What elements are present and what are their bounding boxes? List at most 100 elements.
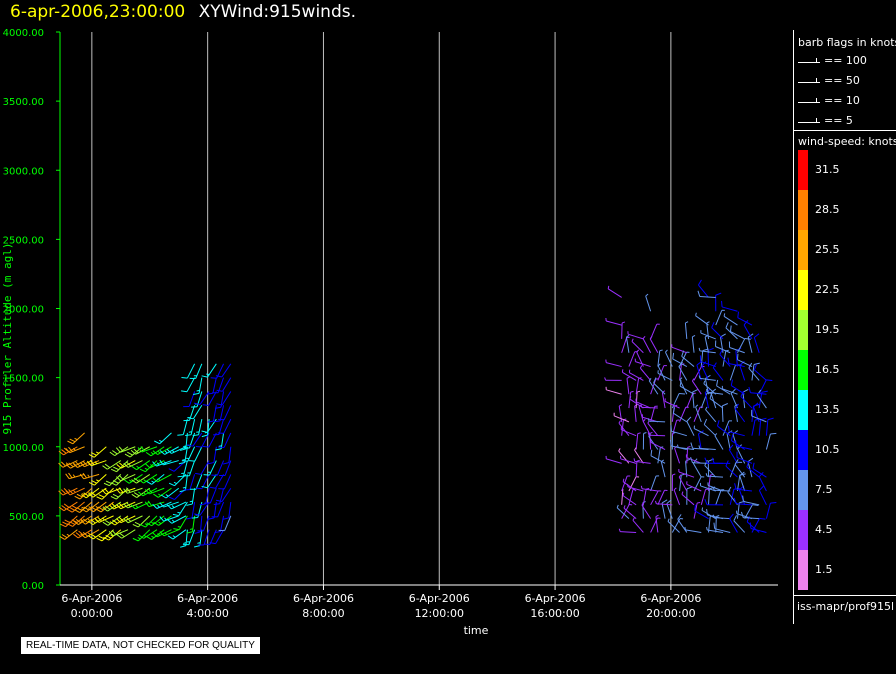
wind-barb <box>621 475 631 492</box>
wind-barb <box>698 279 709 298</box>
wind-barb <box>642 418 652 436</box>
wind-barb <box>222 501 232 520</box>
wind-barb <box>725 322 738 340</box>
wind-barb <box>678 474 688 492</box>
wind-barb <box>65 472 85 480</box>
wind-barb <box>74 501 93 513</box>
x-tick-time: 16:00:00 <box>530 607 579 620</box>
wind-barb <box>194 501 210 516</box>
wind-barb <box>626 376 630 395</box>
wind-barb <box>684 321 689 339</box>
wind-barb <box>110 487 129 500</box>
wind-barb <box>88 529 107 540</box>
wind-barb <box>625 335 630 353</box>
wind-barb <box>723 313 738 326</box>
wind-barb <box>152 446 172 455</box>
wind-barb <box>733 497 752 506</box>
wind-barb <box>181 377 196 393</box>
wind-barb <box>123 487 143 494</box>
wind-barb <box>621 488 624 505</box>
wind-barb <box>712 487 731 492</box>
flag-sample-shaft <box>798 102 820 103</box>
legend-border <box>793 30 794 624</box>
color-swatch <box>798 190 808 230</box>
y-tick-label: 2500.00 <box>3 235 44 246</box>
wind-barb <box>102 460 122 470</box>
wind-barb <box>709 392 724 409</box>
wind-barb <box>691 378 702 395</box>
wind-barb <box>733 515 746 533</box>
wind-barb <box>144 487 165 495</box>
wind-barb <box>183 391 196 408</box>
wind-barb <box>627 331 644 340</box>
wind-barb <box>628 369 644 381</box>
wind-barb <box>667 518 680 533</box>
wind-barb <box>159 446 179 455</box>
wind-barb <box>197 515 210 532</box>
wind-barb <box>145 460 165 469</box>
wind-barb <box>203 529 217 545</box>
legend-divider-bottom <box>793 595 896 596</box>
wind-barb <box>648 378 659 395</box>
wind-barb <box>109 515 129 526</box>
wind-barb <box>115 446 136 453</box>
wind-barb <box>193 377 203 395</box>
wind-barb <box>671 419 680 436</box>
wind-barb <box>725 460 738 478</box>
wind-barb <box>181 363 196 379</box>
wind-barb <box>722 420 732 436</box>
wind-barb <box>679 380 695 395</box>
wind-barb <box>635 390 641 409</box>
wind-barb <box>632 517 644 533</box>
wind-barb <box>699 482 716 492</box>
flag-sample-tick <box>816 98 817 103</box>
wind-barb <box>729 364 742 381</box>
speed-label: 4.5 <box>815 523 833 536</box>
wind-barb <box>765 432 777 450</box>
wind-barb <box>694 504 709 520</box>
wind-barb <box>657 370 673 381</box>
wind-barb <box>159 459 179 466</box>
wind-barb <box>198 529 210 546</box>
wind-barb <box>674 445 681 464</box>
color-swatch <box>798 230 808 270</box>
speed-label: 19.5 <box>815 323 840 336</box>
wind-barb <box>188 446 203 462</box>
wind-barb <box>671 473 676 491</box>
wind-barb <box>734 483 753 492</box>
wind-barb <box>712 514 731 520</box>
wind-barb <box>728 341 745 354</box>
wind-barb <box>650 475 660 492</box>
wind-barb <box>183 474 196 491</box>
flag-label: == 100 <box>824 54 867 67</box>
wind-barb <box>661 499 668 519</box>
wind-barb <box>700 330 716 340</box>
wind-barb <box>621 321 626 339</box>
wind-barb <box>87 487 107 498</box>
wind-barb <box>650 405 658 422</box>
wind-barb <box>94 515 114 523</box>
wind-barb <box>721 300 738 312</box>
wind-barb <box>123 501 143 509</box>
wind-barb <box>218 474 232 490</box>
wind-barb <box>699 355 716 368</box>
wind-barb <box>181 446 196 462</box>
wind-barb <box>218 405 232 421</box>
wind-barb <box>765 417 774 436</box>
wind-barb <box>216 377 232 392</box>
wind-barb <box>635 432 641 450</box>
color-swatch <box>798 550 808 590</box>
wind-barb <box>102 515 122 526</box>
wind-barb <box>715 515 720 533</box>
wind-barb <box>131 460 151 471</box>
wind-barb <box>749 522 767 533</box>
wind-barb <box>672 352 688 368</box>
wind-barb <box>80 515 100 525</box>
wind-barb <box>622 492 637 506</box>
wind-barb <box>711 321 724 340</box>
wind-barb <box>649 336 659 353</box>
wind-barb <box>186 515 196 534</box>
wind-barb <box>116 501 136 510</box>
color-swatch <box>798 430 808 470</box>
